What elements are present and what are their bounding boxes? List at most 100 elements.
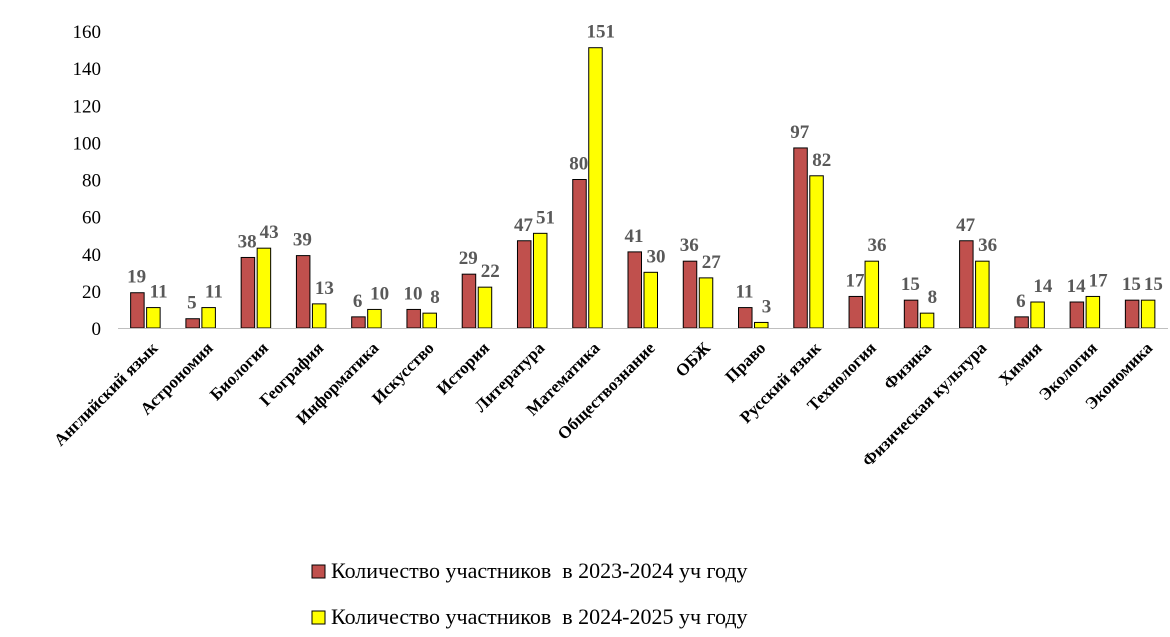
x-category-label: ОБЖ <box>672 338 714 380</box>
data-label-series-1: 15 <box>901 274 920 295</box>
bar-series-1 <box>572 179 587 329</box>
bar-series-2 <box>588 47 603 329</box>
y-tick-label: 120 <box>73 96 102 117</box>
bar-series-2 <box>146 307 161 329</box>
bar-series-2 <box>864 260 880 329</box>
bar-series-1 <box>903 299 919 329</box>
data-label-series-2: 36 <box>978 235 997 256</box>
x-category-label: Право <box>721 338 769 386</box>
data-label-series-2: 22 <box>481 261 500 282</box>
data-label-series-1: 36 <box>680 235 699 256</box>
bar-series-1 <box>295 255 311 329</box>
bar-series-1 <box>185 318 200 329</box>
bars-group <box>130 47 1156 329</box>
data-label-series-2: 15 <box>1144 274 1163 295</box>
bar-series-2 <box>1140 299 1156 329</box>
y-tick-label: 80 <box>82 171 101 192</box>
data-label-series-2: 8 <box>928 287 938 308</box>
bar-series-1 <box>959 240 974 329</box>
bar-series-1 <box>406 308 421 329</box>
bar-series-2 <box>256 247 272 329</box>
bar-series-2 <box>311 303 327 329</box>
y-tick-label: 20 <box>82 282 101 303</box>
data-label-series-1: 29 <box>459 248 478 269</box>
y-axis: 0 20 40 60 80 100 120 140 160 <box>73 22 102 340</box>
bar-series-1 <box>1014 316 1029 329</box>
data-label-series-2: 3 <box>762 296 772 317</box>
bar-series-2 <box>754 321 769 329</box>
x-category-label: Обществознание <box>554 338 659 443</box>
bar-series-1 <box>130 292 145 329</box>
data-label-series-2: 43 <box>260 222 279 243</box>
data-label-series-2: 36 <box>868 235 887 256</box>
data-label-series-2: 30 <box>647 246 666 267</box>
bar-series-1 <box>738 307 753 329</box>
data-label-series-2: 8 <box>430 287 440 308</box>
bar-series-2 <box>1085 295 1101 329</box>
bar-series-2 <box>532 232 548 329</box>
x-axis: Английский языкАстрономияБиологияГеограф… <box>50 328 1168 470</box>
data-label-series-2: 51 <box>536 207 555 228</box>
y-tick-label: 0 <box>92 319 102 340</box>
bar-series-2 <box>201 307 216 329</box>
data-label-series-1: 6 <box>1016 291 1026 312</box>
data-label-series-2: 14 <box>1033 276 1053 297</box>
bar-series-1 <box>848 295 864 329</box>
x-category-label: Физика <box>880 338 936 394</box>
data-label-series-1: 38 <box>238 231 257 252</box>
bar-series-1 <box>240 256 256 329</box>
data-label-series-1: 14 <box>1067 276 1087 297</box>
bar-series-2 <box>477 286 493 329</box>
y-tick-label: 160 <box>73 22 102 43</box>
bar-series-2 <box>1030 301 1045 329</box>
y-tick-label: 40 <box>82 245 101 266</box>
data-label-series-2: 11 <box>205 282 223 303</box>
data-label-series-1: 41 <box>625 226 644 247</box>
data-label-series-2: 82 <box>812 150 831 171</box>
data-label-series-1: 17 <box>846 270 866 291</box>
legend-label-series-2: Количество участников в 2024-2025 уч год… <box>331 604 748 629</box>
legend: Количество участников в 2023-2024 уч год… <box>311 558 748 629</box>
bar-series-2 <box>698 277 714 329</box>
y-tick-label: 100 <box>73 133 102 154</box>
data-label-series-1: 10 <box>403 283 422 304</box>
data-label-series-1: 47 <box>514 215 534 236</box>
bar-series-1 <box>627 251 642 329</box>
legend-swatch-series-1 <box>311 564 326 579</box>
bar-series-2 <box>422 312 437 329</box>
data-label-series-1: 19 <box>127 267 146 288</box>
data-label-series-1: 80 <box>569 154 588 175</box>
bar-series-2 <box>809 175 824 329</box>
bar-series-1 <box>516 240 532 329</box>
data-label-series-2: 17 <box>1089 270 1109 291</box>
data-label-series-1: 39 <box>293 230 312 251</box>
data-label-series-1: 97 <box>790 122 810 143</box>
y-tick-label: 60 <box>82 208 101 229</box>
bar-series-1 <box>682 260 698 329</box>
legend-swatch-series-2 <box>311 610 326 625</box>
bar-series-2 <box>643 271 658 329</box>
bar-series-1 <box>461 273 477 329</box>
bar-series-2 <box>367 308 382 329</box>
data-label-series-2: 11 <box>150 282 168 303</box>
bar-series-1 <box>1124 299 1140 329</box>
x-category-label: Химия <box>995 338 1046 389</box>
data-label-series-2: 13 <box>315 278 334 299</box>
data-label-series-2: 27 <box>702 252 722 273</box>
data-label-series-1: 47 <box>956 215 976 236</box>
bar-series-1 <box>351 316 366 329</box>
data-label-series-1: 11 <box>736 282 754 303</box>
data-label-series-1: 15 <box>1122 274 1141 295</box>
bar-series-2 <box>919 312 935 329</box>
legend-label-series-1: Количество участников в 2023-2024 уч год… <box>331 558 748 583</box>
bar-series-1 <box>793 147 808 329</box>
data-label-series-2: 10 <box>370 283 389 304</box>
bar-series-2 <box>975 260 990 329</box>
data-label-series-1: 6 <box>353 291 363 312</box>
bar-series-1 <box>1069 301 1085 329</box>
data-label-series-1: 5 <box>187 293 197 314</box>
data-label-series-2: 151 <box>586 22 615 43</box>
